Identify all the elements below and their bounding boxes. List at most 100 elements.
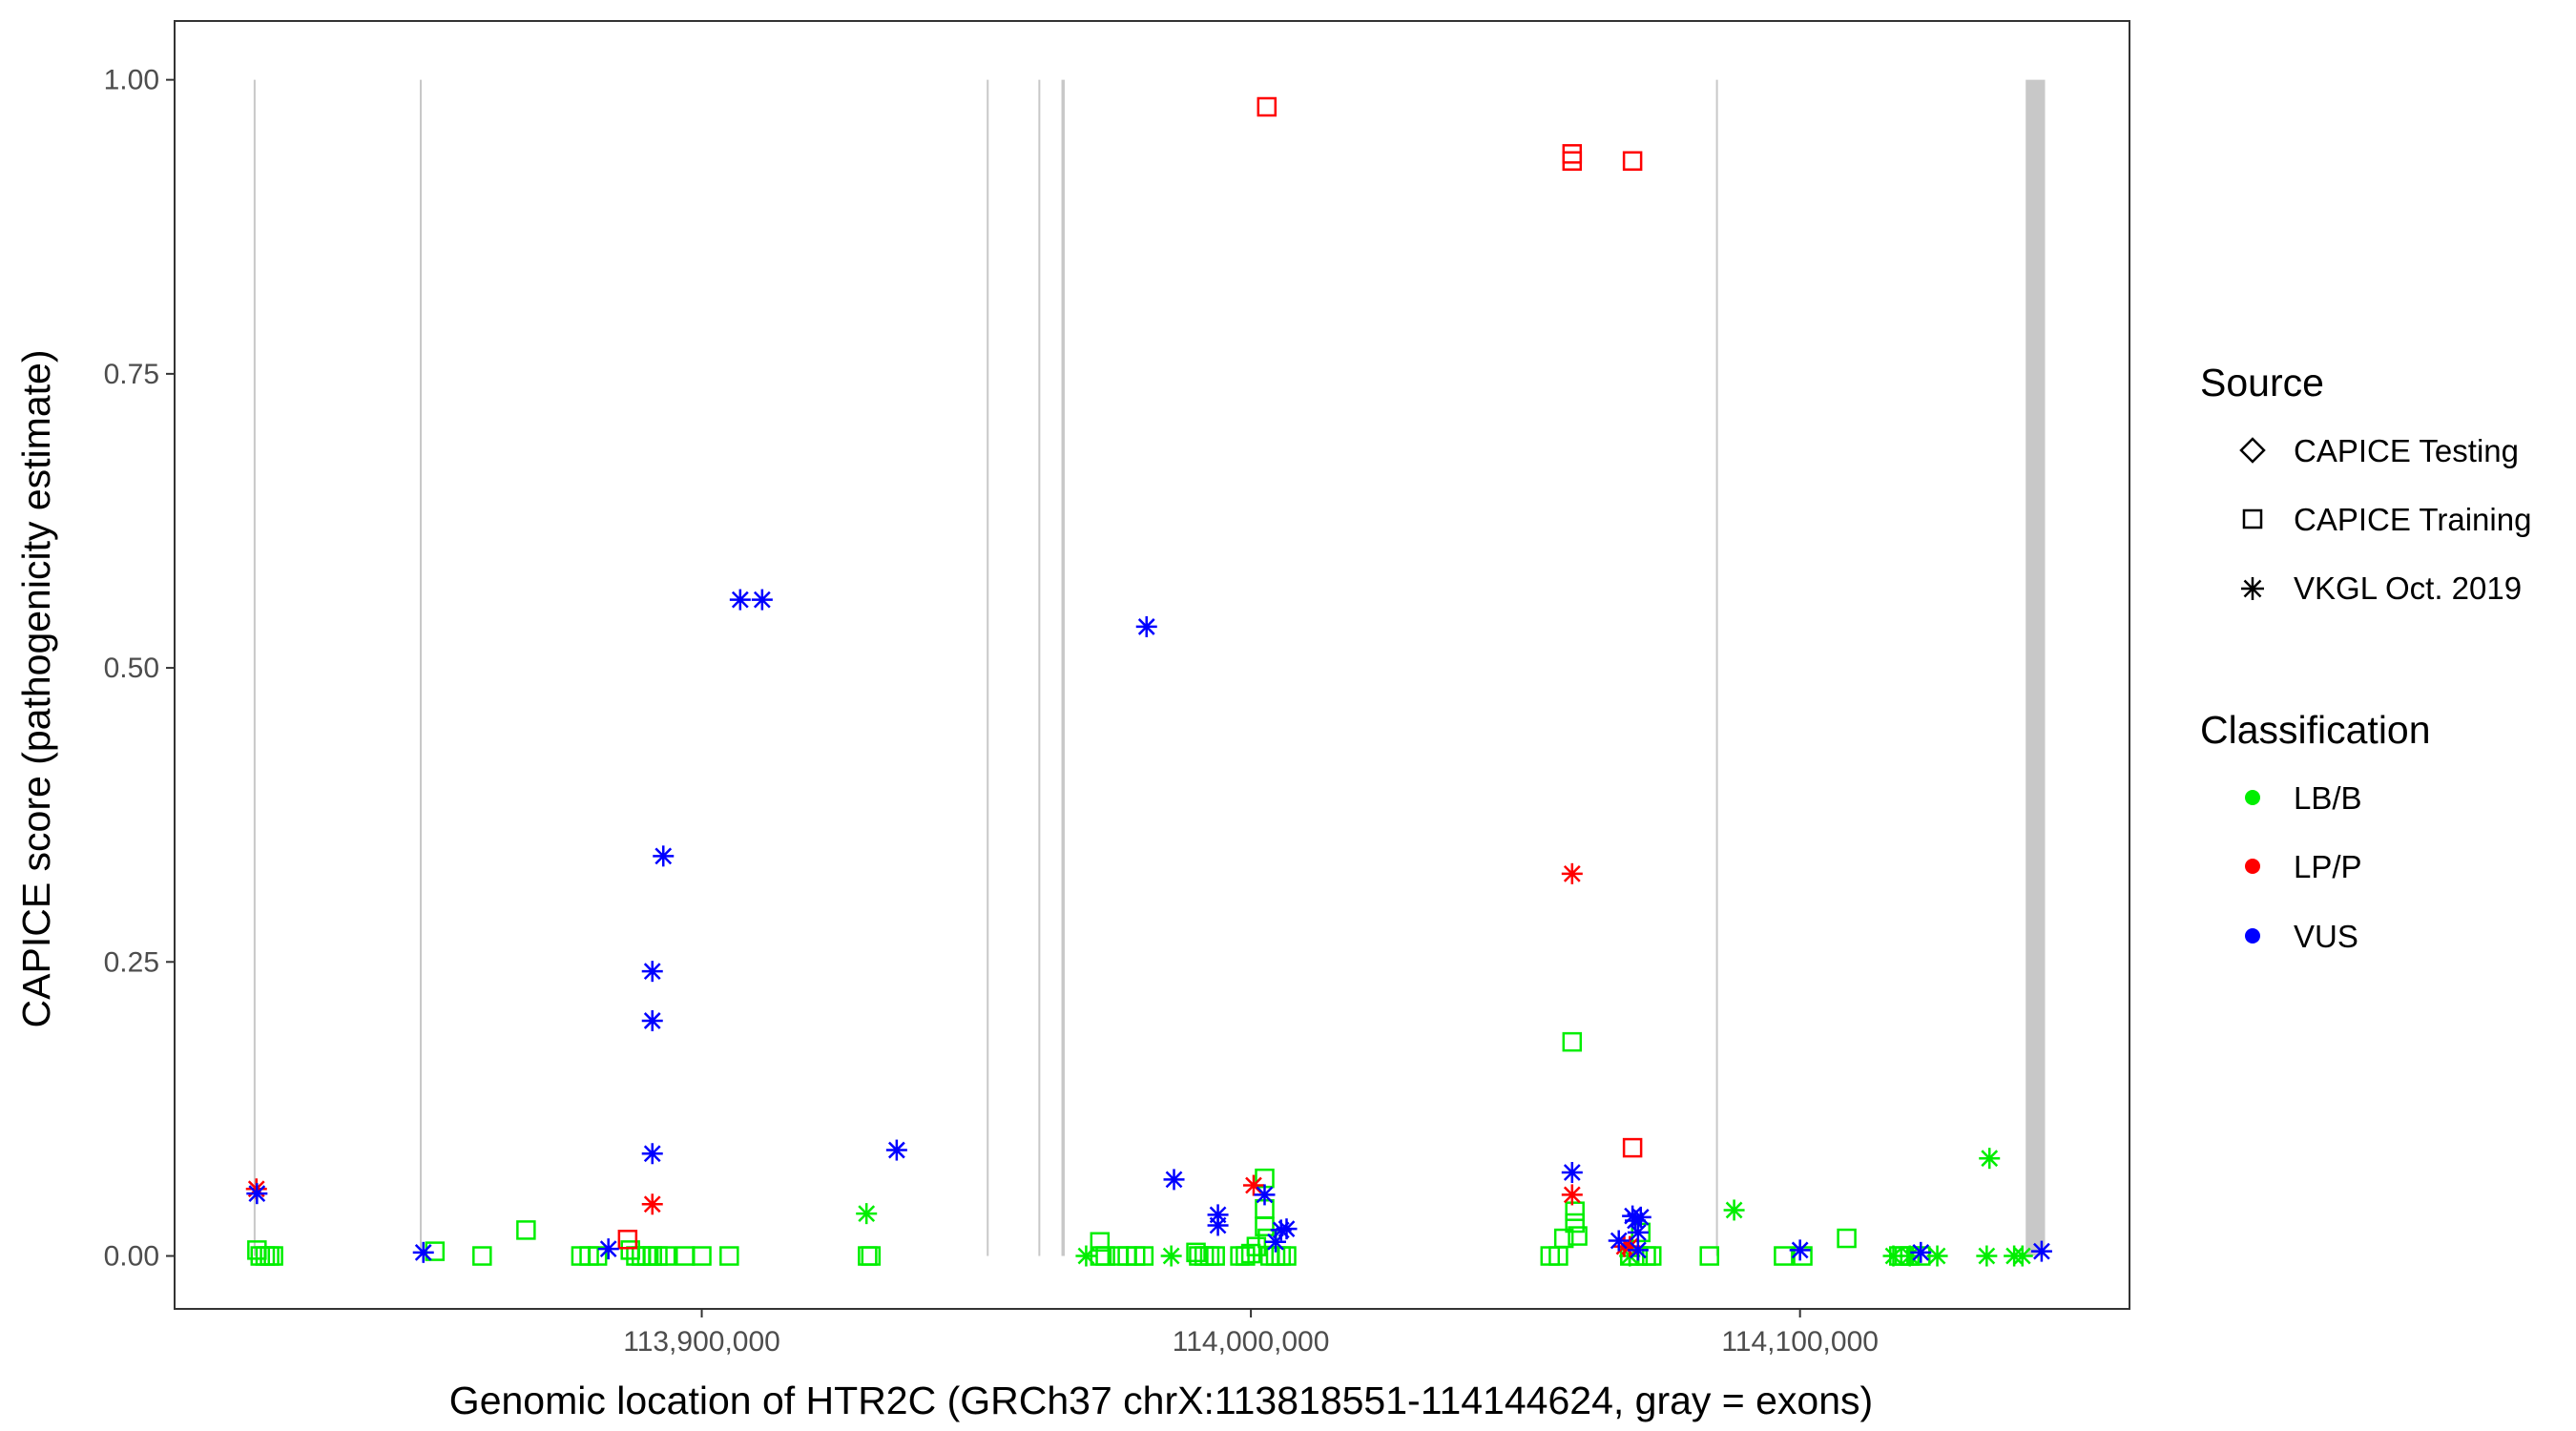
x-tick-label: 114,000,000 xyxy=(1173,1326,1330,1358)
y-tick-label: 0.00 xyxy=(104,1241,159,1273)
data-point xyxy=(641,1193,663,1215)
data-point xyxy=(472,1246,492,1266)
y-tick-label: 0.75 xyxy=(104,359,159,390)
data-point xyxy=(1254,1184,1276,1206)
data-point xyxy=(1562,1031,1583,1052)
data-point xyxy=(2011,1245,2033,1267)
square-icon xyxy=(2242,508,2263,529)
legend-source-item-training: CAPICE Training xyxy=(2242,502,2531,537)
data-point xyxy=(1774,1246,1794,1266)
exon-band xyxy=(253,79,256,1256)
data-point xyxy=(1561,1161,1583,1183)
data-point xyxy=(1622,151,1643,171)
data-point xyxy=(692,1246,712,1266)
data-point xyxy=(412,1241,434,1263)
data-point xyxy=(1979,1148,2001,1170)
data-point xyxy=(1090,1232,1111,1252)
legend: Source CAPICE Testing CAPICE Training VK… xyxy=(2200,361,2531,954)
exon-band xyxy=(419,79,422,1256)
data-point xyxy=(1255,1216,1275,1236)
data-point xyxy=(1723,1199,1745,1221)
legend-source-title: Source xyxy=(2200,361,2324,404)
y-tick-label: 0.25 xyxy=(104,946,159,978)
panel-border xyxy=(174,20,2130,1310)
data-point xyxy=(1568,1226,1588,1246)
exon-band xyxy=(2025,79,2046,1256)
data-point xyxy=(1699,1246,1719,1266)
data-point xyxy=(1075,1245,1097,1267)
data-point xyxy=(856,1203,878,1225)
data-point xyxy=(751,589,773,611)
data-point xyxy=(1976,1245,1998,1267)
exon-band xyxy=(1061,79,1065,1256)
data-point xyxy=(587,1246,608,1266)
asterisk-icon xyxy=(2241,577,2264,600)
legend-classification-title: Classification xyxy=(2200,708,2431,752)
y-tick-label: 1.00 xyxy=(104,65,159,96)
x-tick-label: 114,100,000 xyxy=(1721,1326,1879,1358)
data-point xyxy=(1257,96,1278,117)
data-point xyxy=(1160,1245,1182,1267)
data-point xyxy=(1553,1228,1574,1249)
data-point xyxy=(641,961,663,983)
data-point xyxy=(1163,1169,1185,1191)
data-point xyxy=(636,1246,657,1266)
x-tick-label: 113,900,000 xyxy=(623,1326,780,1358)
data-point xyxy=(1095,1246,1115,1266)
blue-dot-icon xyxy=(2245,928,2260,944)
data-point xyxy=(1133,1246,1154,1266)
red-dot-icon xyxy=(2245,859,2260,874)
data-point xyxy=(675,1246,696,1266)
legend-source-label: CAPICE Testing xyxy=(2294,433,2519,468)
data-point xyxy=(1240,1243,1261,1264)
data-point xyxy=(1627,1221,1649,1243)
data-point xyxy=(1565,1213,1585,1234)
plot-area: 0.00 0.25 0.50 0.75 1.00 113,900,000 114,000,0… xyxy=(104,20,2130,1358)
exon-band xyxy=(1038,79,1041,1256)
data-point xyxy=(516,1220,536,1240)
data-point xyxy=(1630,1206,1652,1228)
data-point xyxy=(1837,1228,1857,1249)
data-point xyxy=(1926,1245,1948,1267)
x-axis-title: Genomic location of HTR2C (GRCh37 chrX:1… xyxy=(449,1379,1873,1422)
legend-class-label: LP/P xyxy=(2294,849,2362,884)
exon-band xyxy=(987,79,989,1256)
legend-source-item-vkgl: VKGL Oct. 2019 xyxy=(2241,570,2522,606)
legend-class-label: VUS xyxy=(2294,919,2358,954)
data-point xyxy=(1608,1230,1630,1252)
diamond-icon xyxy=(2239,437,2266,464)
y-tick-label: 0.50 xyxy=(104,653,159,684)
data-point xyxy=(1276,1218,1298,1240)
data-point xyxy=(655,1246,676,1266)
data-point xyxy=(1207,1214,1229,1236)
green-dot-icon xyxy=(2245,790,2260,805)
data-point xyxy=(1135,615,1157,637)
legend-class-item-lpp: LP/P xyxy=(2245,849,2362,884)
legend-source-label: CAPICE Training xyxy=(2294,502,2531,537)
data-point xyxy=(1562,144,1583,164)
data-point xyxy=(1627,1239,1649,1261)
data-point xyxy=(2030,1240,2052,1262)
legend-source-item-testing: CAPICE Testing xyxy=(2239,433,2519,468)
data-point xyxy=(729,589,751,611)
data-point xyxy=(1561,1184,1583,1206)
legend-class-label: LB/B xyxy=(2294,780,2362,816)
data-point xyxy=(1789,1239,1811,1261)
data-point xyxy=(1565,1201,1585,1221)
data-point xyxy=(653,845,675,867)
data-point xyxy=(641,1009,663,1031)
data-point xyxy=(1910,1241,1932,1263)
data-point xyxy=(246,1183,268,1205)
legend-class-item-lbb: LB/B xyxy=(2245,780,2362,816)
data-point xyxy=(1561,862,1583,884)
data-point xyxy=(626,1246,646,1266)
data-point xyxy=(617,1230,638,1250)
data-point xyxy=(719,1246,739,1266)
exon-band xyxy=(1715,79,1718,1256)
data-point xyxy=(263,1246,283,1266)
data-point xyxy=(861,1246,882,1266)
data-point xyxy=(1277,1246,1297,1266)
y-axis-title: CAPICE score (pathogenicity estimate) xyxy=(14,350,58,1028)
data-point xyxy=(597,1238,619,1260)
